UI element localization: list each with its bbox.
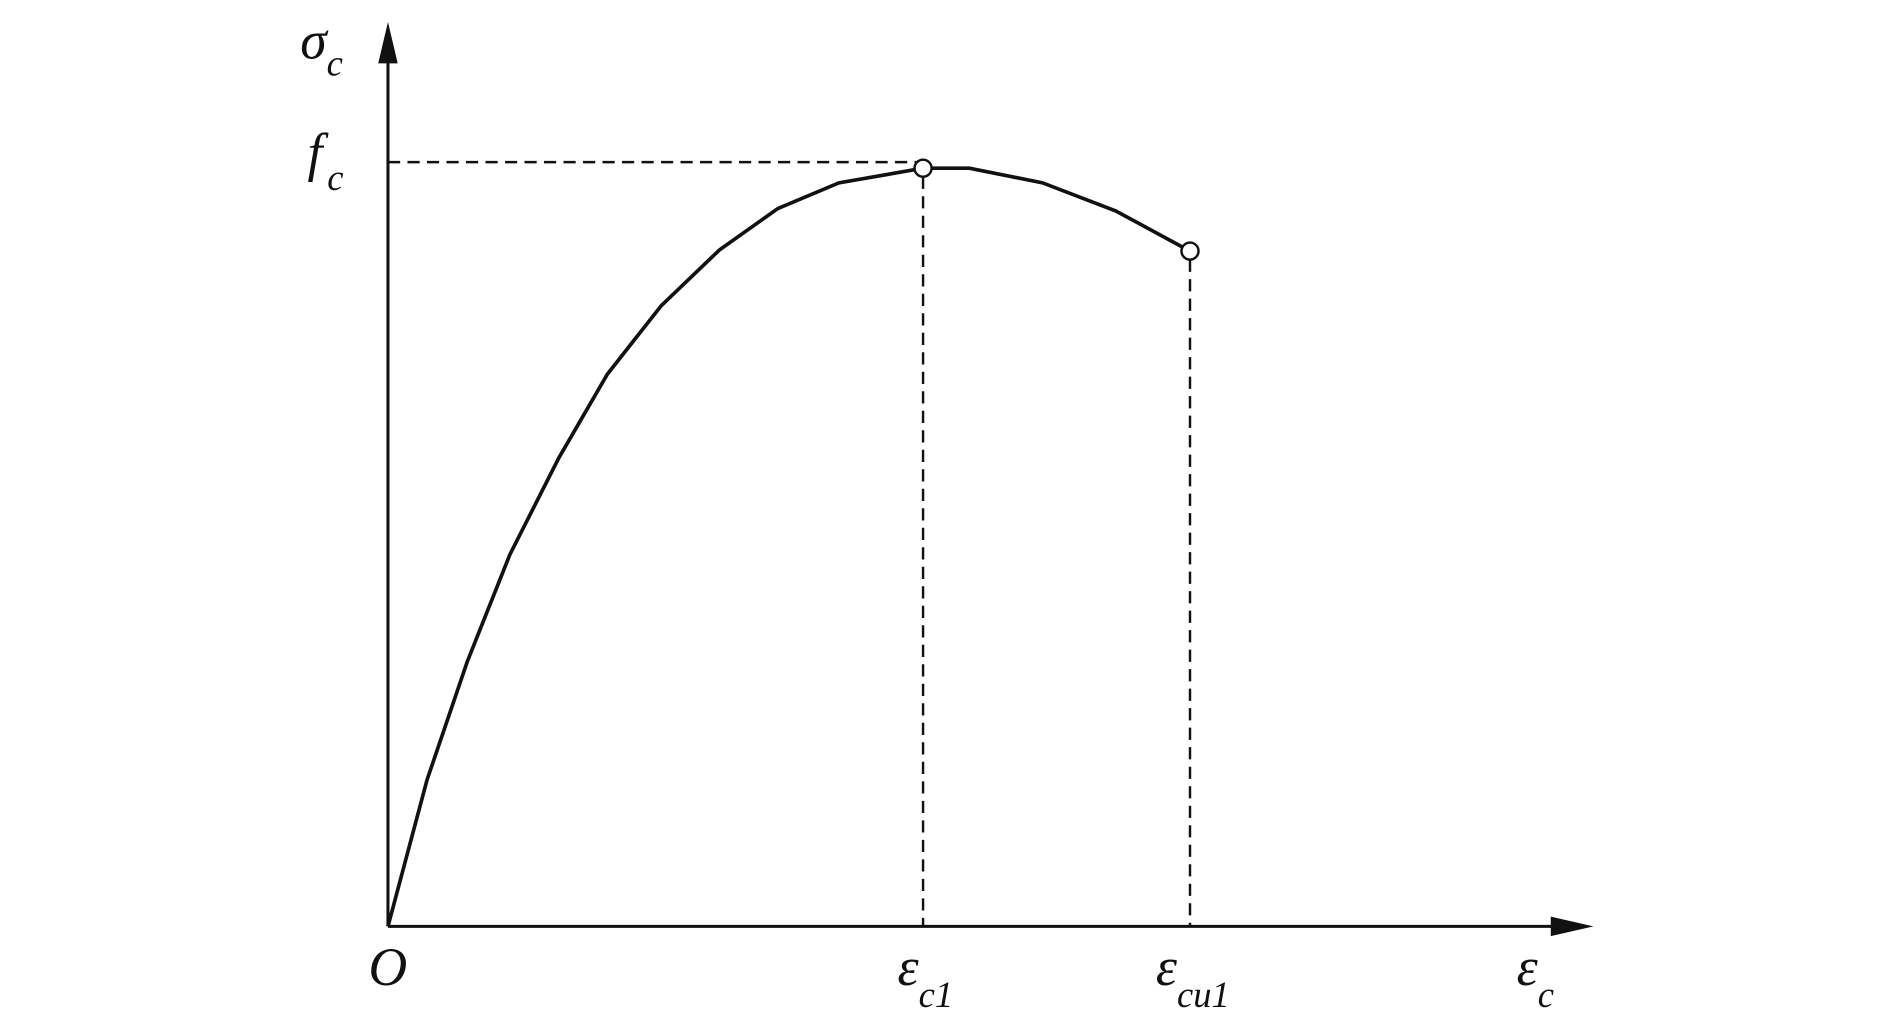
ultimate-point <box>1180 241 1200 261</box>
peak-strain-label: εc1 <box>897 937 953 1015</box>
y-axis-label: σc <box>300 11 343 84</box>
x-axis-arrow <box>1550 916 1594 937</box>
symbol: σ <box>300 11 329 71</box>
subscript: c <box>327 43 343 84</box>
stress-strain-curve <box>386 166 1191 927</box>
symbol: ε <box>1156 937 1178 997</box>
symbol: ε <box>897 937 919 997</box>
origin-label: O <box>368 937 407 997</box>
ultimate-strain-label: εcu1 <box>1156 937 1230 1015</box>
y-axis-arrow <box>378 21 398 64</box>
subscript: c <box>327 157 343 198</box>
subscript: cu1 <box>1177 974 1230 1015</box>
symbol: f <box>308 123 330 183</box>
x-axis-label: εc <box>1517 937 1554 1015</box>
subscript: c <box>1538 974 1554 1015</box>
subscript: c1 <box>919 974 954 1015</box>
peak-point <box>913 158 933 178</box>
symbol: ε <box>1517 937 1539 997</box>
